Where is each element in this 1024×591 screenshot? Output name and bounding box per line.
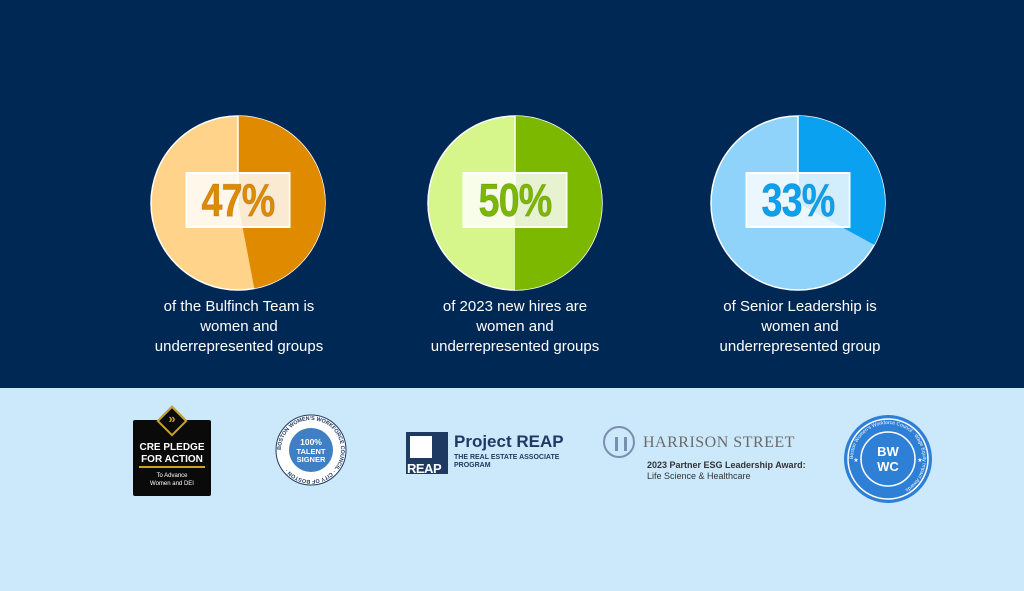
cre-pledge-line1: CRE PLEDGE bbox=[139, 442, 205, 453]
harrison-street-title: HARRISON STREET bbox=[643, 434, 795, 451]
caption-team: of the Bulfinch Team is women and underr… bbox=[119, 297, 359, 357]
award-ring bbox=[847, 418, 929, 500]
caption-senior-leadership: of Senior Leadership is women and underr… bbox=[680, 297, 920, 357]
caption-line: underrepresented groups bbox=[430, 338, 600, 355]
reap-mark: REAP bbox=[406, 432, 448, 476]
star-icon: ★ bbox=[917, 457, 922, 464]
percent-label: 33% bbox=[745, 172, 851, 228]
percent-label: 50% bbox=[462, 172, 568, 228]
pie-chart-new-hires: 50% bbox=[427, 115, 603, 291]
caption-new-hires: of 2023 new hires are women and underrep… bbox=[395, 297, 635, 357]
caption-line: underrepresented group bbox=[719, 338, 881, 355]
award-category: Life Science & Healthcare bbox=[647, 471, 751, 481]
star-icon: ★ bbox=[853, 457, 858, 464]
seal-center-line1: 100% bbox=[300, 437, 322, 447]
harrison-street-award: HARRISON STREET 2023 Partner ESG Leaders… bbox=[603, 424, 833, 484]
caption-line: of 2023 new hires are bbox=[442, 298, 588, 315]
award-title: 2023 Partner ESG Leadership Award: bbox=[647, 460, 806, 470]
reap-name: Project REAP bbox=[454, 432, 564, 451]
cre-pledge-line2: FOR ACTION bbox=[141, 454, 203, 465]
caption-line: women and bbox=[200, 318, 278, 335]
harrison-street-icon bbox=[603, 426, 635, 458]
reap-square-icon bbox=[410, 436, 432, 458]
seal-svg: BOSTON WOMEN'S WORKFORCE COUNCIL · CITY … bbox=[275, 414, 347, 486]
percent-label: 47% bbox=[185, 172, 291, 228]
bwwc-talent-signer-seal: BOSTON WOMEN'S WORKFORCE COUNCIL · CITY … bbox=[275, 414, 347, 486]
caption-line: women and bbox=[761, 318, 839, 335]
cre-pledge-tagline: To Advance Women and DEI bbox=[133, 472, 211, 488]
award-center-line2: WC bbox=[877, 459, 899, 474]
caption-line: underrepresented groups bbox=[154, 338, 324, 355]
h-glyph-icon bbox=[615, 437, 627, 451]
cre-pledge-line3: To Advance bbox=[156, 473, 188, 479]
caption-line: of the Bulfinch Team is bbox=[163, 298, 315, 315]
caption-line: of Senior Leadership is bbox=[723, 298, 877, 315]
seal-center-line2: TALENT bbox=[296, 447, 325, 456]
award-center bbox=[860, 431, 916, 487]
cre-pledge-line4: Women and DEI bbox=[150, 481, 194, 487]
bwwc-wage-equity-award: Boston Women's Workforce Council · Wage … bbox=[843, 414, 933, 504]
divider bbox=[139, 466, 205, 468]
pie-chart-senior-leadership: 33% bbox=[710, 115, 886, 291]
chevron-arrows-icon: » bbox=[168, 411, 176, 426]
reap-mark-text: REAP bbox=[407, 461, 442, 476]
reap-sub1: THE REAL ESTATE ASSOCIATE bbox=[454, 454, 560, 461]
reap-sub2: PROGRAM bbox=[454, 462, 491, 469]
seal-center-line3: SIGNER bbox=[297, 455, 326, 464]
seal-center bbox=[289, 428, 333, 472]
project-reap-logo: REAP Project REAP THE REAL ESTATE ASSOCI… bbox=[406, 432, 606, 478]
award-center-line1: BW bbox=[877, 444, 899, 459]
reap-subtitle: THE REAL ESTATE ASSOCIATE PROGRAM bbox=[454, 454, 574, 470]
award-svg: Boston Women's Workforce Council · Wage … bbox=[844, 415, 932, 503]
cre-pledge-logo: » CRE PLEDGE FOR ACTION To Advance Women… bbox=[133, 405, 211, 496]
caption-line: women and bbox=[476, 318, 554, 335]
pie-chart-team: 47% bbox=[150, 115, 326, 291]
